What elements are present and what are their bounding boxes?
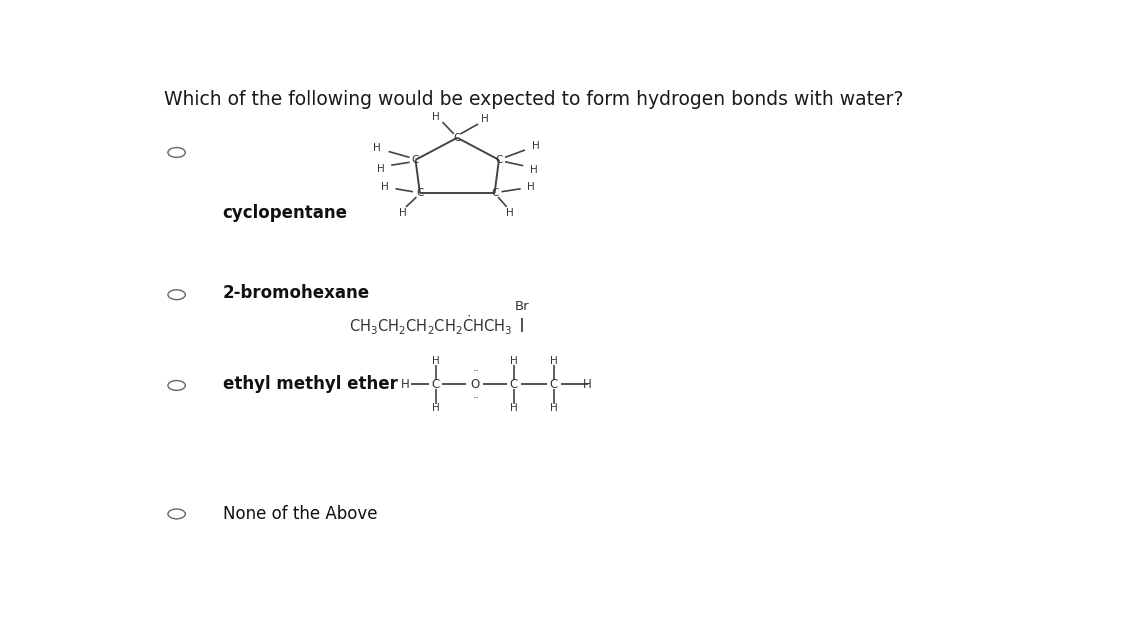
- Text: H: H: [400, 378, 409, 391]
- Text: None of the Above: None of the Above: [223, 505, 377, 523]
- Text: O: O: [470, 378, 480, 391]
- Text: H: H: [583, 378, 592, 391]
- Text: C: C: [411, 155, 419, 165]
- Text: C: C: [491, 188, 498, 198]
- Text: ··: ··: [473, 366, 480, 376]
- Text: H: H: [530, 164, 538, 175]
- Text: H: H: [531, 141, 539, 151]
- Text: H: H: [432, 403, 439, 413]
- Text: H: H: [372, 143, 380, 152]
- Text: 2-bromohexane: 2-bromohexane: [223, 284, 370, 302]
- Text: C: C: [432, 378, 439, 391]
- Text: H: H: [527, 182, 535, 192]
- Text: cyclopentane: cyclopentane: [223, 204, 348, 222]
- Text: H: H: [399, 208, 407, 218]
- Text: $\mathregular{CH_3CH_2CH_2CH_2\dot{C}HCH_3}$: $\mathregular{CH_3CH_2CH_2CH_2\dot{C}HCH…: [349, 314, 512, 338]
- Text: C: C: [495, 155, 502, 165]
- Text: H: H: [507, 208, 515, 218]
- Text: Br: Br: [515, 301, 530, 313]
- Text: H: H: [549, 356, 557, 366]
- Text: Which of the following would be expected to form hydrogen bonds with water?: Which of the following would be expected…: [165, 90, 904, 109]
- Text: H: H: [510, 403, 518, 413]
- Text: C: C: [510, 378, 518, 391]
- Text: ethyl methyl ether: ethyl methyl ether: [223, 375, 398, 394]
- Text: H: H: [381, 182, 389, 192]
- Text: ··: ··: [473, 393, 480, 403]
- Text: H: H: [549, 403, 557, 413]
- Text: C: C: [416, 188, 424, 198]
- Text: H: H: [432, 112, 439, 122]
- Text: C: C: [549, 378, 558, 391]
- Text: C: C: [454, 132, 461, 143]
- Text: H: H: [481, 114, 489, 124]
- Text: H: H: [377, 164, 385, 174]
- Text: H: H: [432, 356, 439, 366]
- Text: H: H: [510, 356, 518, 366]
